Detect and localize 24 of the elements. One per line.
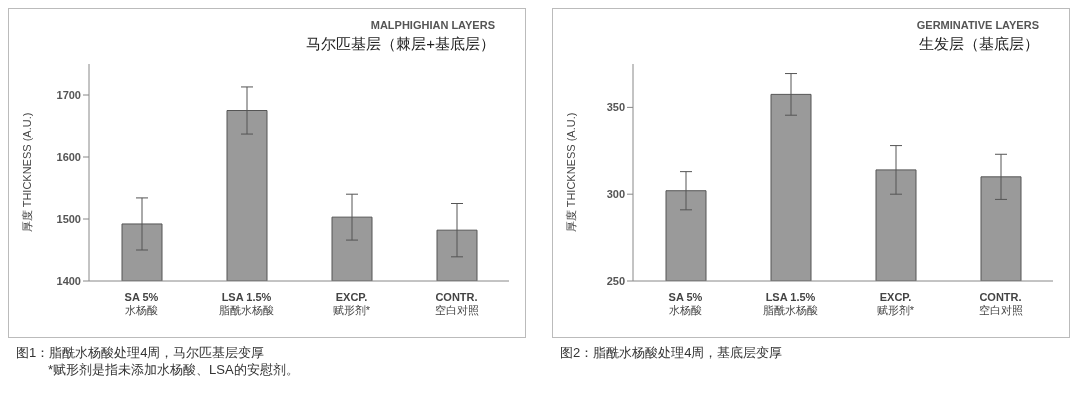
y-tick-label: 300 — [606, 188, 625, 201]
chart-subtitle: 生发层（基底层） — [918, 35, 1039, 54]
x-tick-label: SA 5% 水杨酸 — [668, 291, 703, 316]
y-tick-label: 1400 — [56, 274, 81, 287]
y-tick-label: 250 — [606, 274, 625, 287]
x-tick-label: EXCP. 赋形剂* — [332, 291, 371, 316]
x-tick-label: CONTR. 空白对照 — [434, 291, 479, 316]
y-tick-label: 1500 — [56, 212, 81, 225]
y-tick-label: 1600 — [56, 150, 81, 163]
chart-subtitle: 马尔匹基层（棘层+基底层） — [305, 35, 495, 54]
x-tick-label: CONTR. 空白对照 — [978, 291, 1023, 316]
x-tick-label: LSA 1.5% 脂酰水杨酸 — [219, 291, 274, 316]
text: *赋形剂是指未添加水杨酸、LSA的安慰剂。 — [47, 361, 300, 378]
y-axis-title: 厚度 THICKNESS (A.U.) — [20, 112, 33, 233]
y-tick-label: 350 — [606, 101, 625, 114]
x-tick-label: EXCP. 赋形剂* — [876, 291, 915, 316]
x-tick-label: SA 5% 水杨酸 — [124, 291, 159, 316]
caption: 图2：脂酰水杨酸处理4周，基底层变厚 — [559, 344, 784, 361]
chart-title: MALPHIGHIAN LAYERS — [369, 19, 495, 31]
y-axis-title: 厚度 THICKNESS (A.U.) — [564, 112, 577, 233]
caption: 图1：脂酰水杨酸处理4周，马尔匹基层变厚 — [15, 344, 266, 361]
x-tick-label: LSA 1.5% 脂酰水杨酸 — [763, 291, 818, 316]
chart-title: GERMINATIVE LAYERS — [915, 19, 1039, 31]
y-tick-label: 1700 — [56, 88, 81, 101]
